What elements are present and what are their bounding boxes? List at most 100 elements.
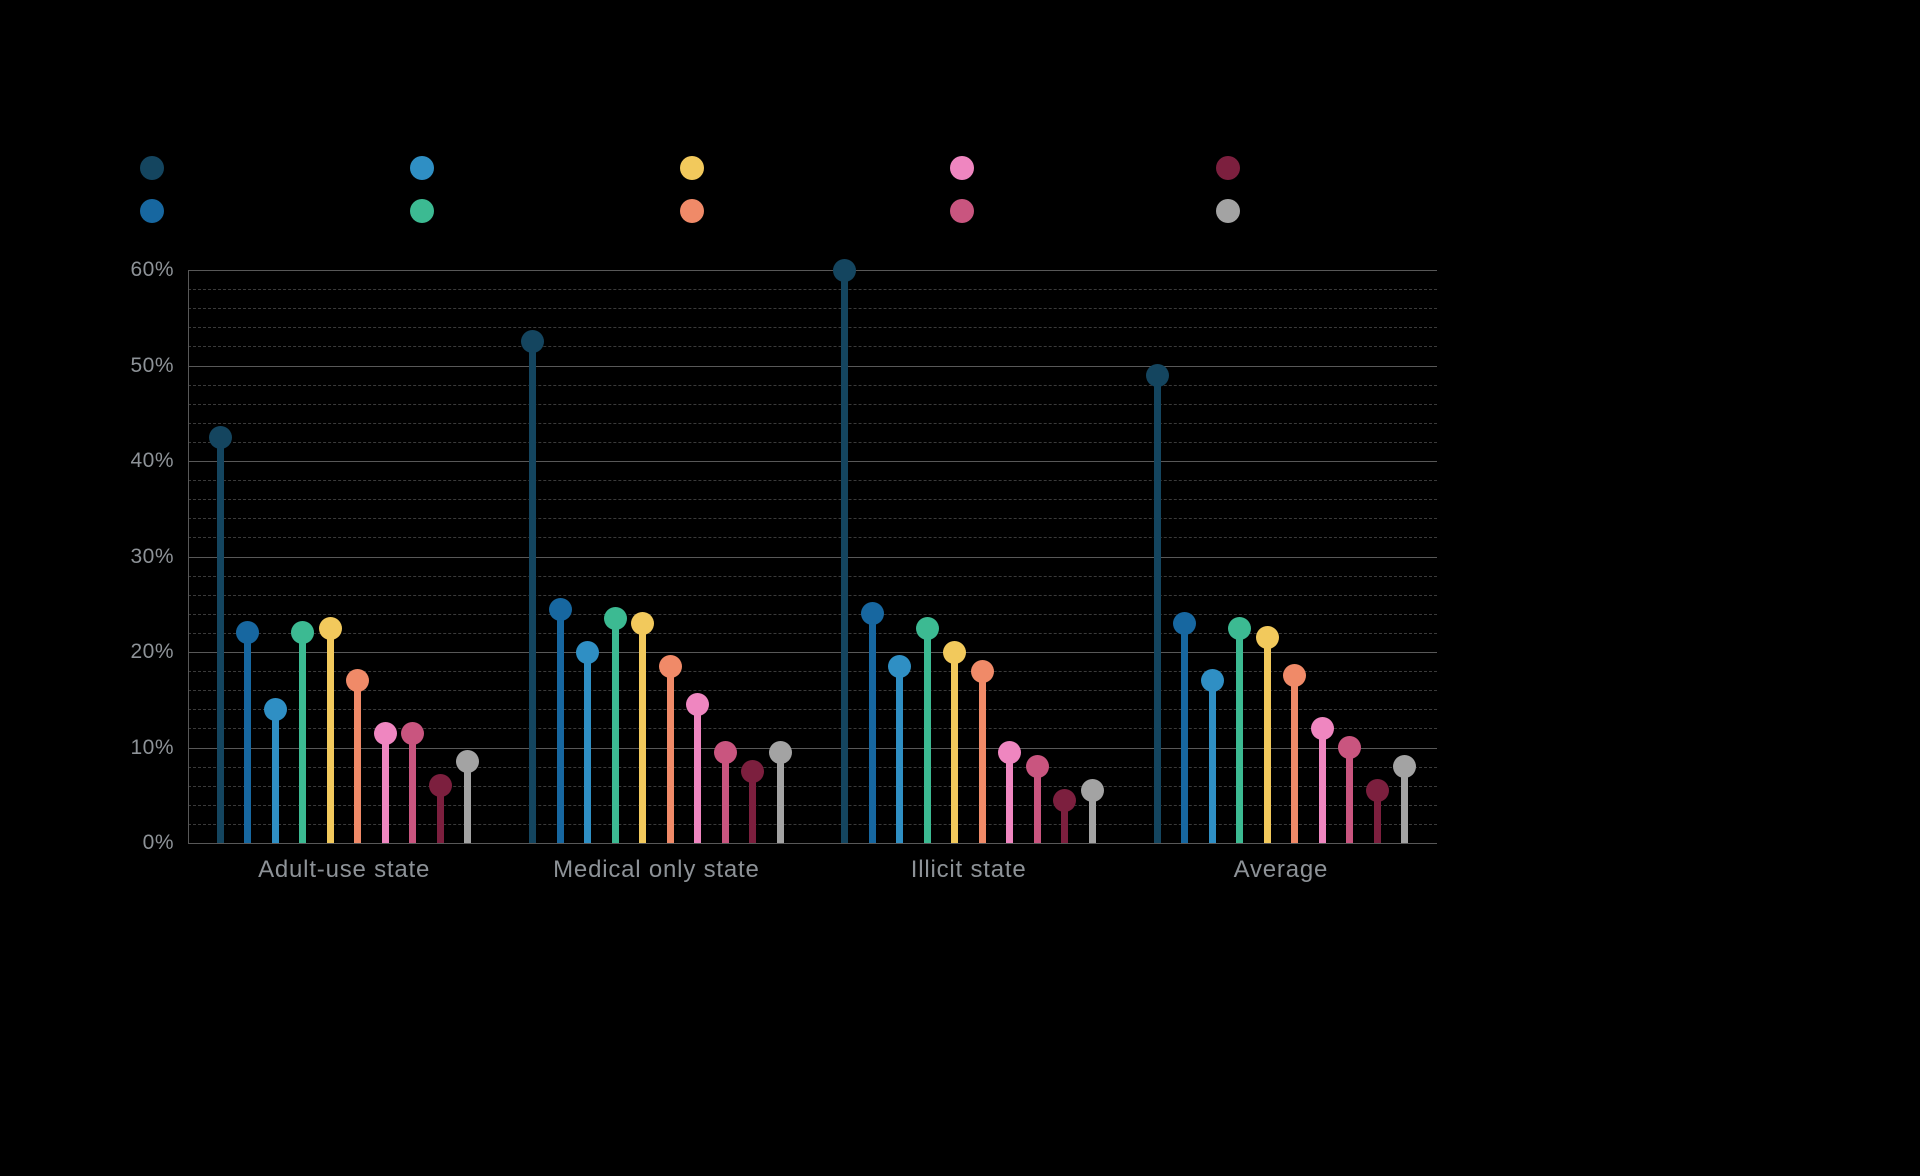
lollipop-dot-magenta <box>1338 736 1362 759</box>
category-label: Medical only state <box>553 856 760 883</box>
lollipop-stem-pink <box>381 733 389 843</box>
lollipop-dot-dark-navy <box>1145 363 1169 387</box>
lollipop-dot-pink <box>1310 716 1334 740</box>
legend-dot-gray <box>1216 199 1240 223</box>
minor-gridline <box>188 480 1437 482</box>
lollipop-dot-yellow <box>631 611 655 635</box>
minor-gridline <box>188 594 1437 596</box>
lollipop-stem-light-blue <box>1208 680 1216 843</box>
lollipop-stem-salmon <box>666 666 674 843</box>
lollipop-stem-teal <box>1236 628 1244 843</box>
lollipop-stem-teal <box>923 628 931 843</box>
lollipop-stem-magenta <box>1346 747 1354 843</box>
legend-dot-light-blue <box>410 156 434 180</box>
y-tick-label: 20% <box>130 640 174 663</box>
legend-item-blue <box>140 199 176 223</box>
lollipop-dot-teal <box>915 616 939 640</box>
lollipop-dot-dark-navy <box>521 330 545 354</box>
lollipop-dot-blue <box>548 597 572 621</box>
lollipop-stem-yellow <box>951 652 959 843</box>
legend-dot-magenta <box>950 199 974 223</box>
minor-gridline <box>188 613 1437 615</box>
legend-dot-teal <box>410 199 434 223</box>
lollipop-dot-teal <box>291 621 315 645</box>
lollipop-stem-maroon <box>749 771 757 843</box>
y-tick-label: 40% <box>130 449 174 472</box>
minor-gridline <box>188 766 1437 768</box>
major-gridline <box>188 270 1437 271</box>
legend-item-gray <box>1216 199 1252 223</box>
lollipop-stem-gray <box>1088 790 1096 843</box>
category-label: Adult-use state <box>258 856 431 883</box>
lollipop-stem-magenta <box>1033 766 1041 843</box>
lollipop-stem-gray <box>1401 766 1409 843</box>
minor-gridline <box>188 441 1437 443</box>
lollipop-dot-yellow <box>318 616 342 640</box>
lollipop-dot-teal <box>603 607 627 631</box>
legend-item-salmon <box>680 199 716 223</box>
legend-item-teal <box>410 199 446 223</box>
lollipop-stem-dark-navy <box>216 437 224 843</box>
lollipop-dot-light-blue <box>1200 669 1224 693</box>
legend-dot-dark-navy <box>140 156 164 180</box>
lollipop-stem-yellow <box>326 628 334 843</box>
lollipop-stem-maroon <box>1061 800 1069 843</box>
major-gridline <box>188 461 1437 462</box>
lollipop-dot-pink <box>373 721 397 745</box>
lollipop-stem-magenta <box>721 752 729 843</box>
major-gridline <box>188 365 1437 367</box>
legend-dot-pink <box>950 156 974 180</box>
lollipop-dot-magenta <box>1025 755 1049 779</box>
minor-gridline <box>188 785 1437 787</box>
lollipop-dot-light-blue <box>888 654 912 678</box>
minor-gridline <box>188 327 1437 329</box>
legend-item-maroon <box>1216 156 1252 180</box>
y-tick-label: 50% <box>130 353 174 377</box>
lollipop-stem-light-blue <box>271 709 279 843</box>
lollipop-stem-maroon <box>436 785 444 843</box>
lollipop-dot-salmon <box>346 669 370 693</box>
minor-gridline <box>188 289 1437 291</box>
lollipop-stem-blue <box>868 613 876 843</box>
lollipop-dot-teal <box>1228 616 1252 640</box>
lollipop-dot-dark-navy <box>208 425 232 449</box>
lollipop-stem-yellow <box>1263 637 1271 843</box>
lollipop-stem-dark-navy <box>529 341 537 843</box>
minor-gridline <box>188 537 1437 539</box>
y-tick-label: 10% <box>130 735 174 759</box>
lollipop-stem-teal <box>611 618 619 843</box>
legend-dot-salmon <box>680 199 704 223</box>
lollipop-dot-light-blue <box>576 640 600 664</box>
y-tick-label: 60% <box>130 258 174 281</box>
lollipop-dot-salmon <box>970 659 994 683</box>
lollipop-dot-magenta <box>401 721 425 745</box>
lollipop-stem-gray <box>464 761 472 843</box>
lollipop-dot-blue <box>236 621 260 645</box>
legend-item-yellow <box>680 156 716 180</box>
y-tick-label: 30% <box>130 544 174 568</box>
legend-dot-yellow <box>680 156 704 180</box>
lollipop-dot-maroon <box>1053 788 1077 812</box>
lollipop-stem-gray <box>776 752 784 843</box>
legend-item-magenta <box>950 199 986 223</box>
y-tick-label: 0% <box>142 831 174 854</box>
minor-gridline <box>188 671 1437 673</box>
lollipop-stem-salmon <box>1291 675 1299 843</box>
y-axis-line <box>188 270 189 843</box>
lollipop-stem-blue <box>556 609 564 843</box>
lollipop-dot-salmon <box>658 654 682 678</box>
minor-gridline <box>188 575 1437 577</box>
lollipop-dot-maroon <box>741 759 765 783</box>
minor-gridline <box>188 518 1437 520</box>
legend-item-light-blue <box>410 156 446 180</box>
legend-dot-maroon <box>1216 156 1240 180</box>
major-gridline <box>188 747 1437 749</box>
minor-gridline <box>188 804 1437 806</box>
lollipop-dot-dark-navy <box>833 258 857 282</box>
minor-gridline <box>188 690 1437 692</box>
major-gridline <box>188 843 1437 844</box>
lollipop-dot-magenta <box>713 740 737 764</box>
lollipop-dot-salmon <box>1283 664 1307 688</box>
